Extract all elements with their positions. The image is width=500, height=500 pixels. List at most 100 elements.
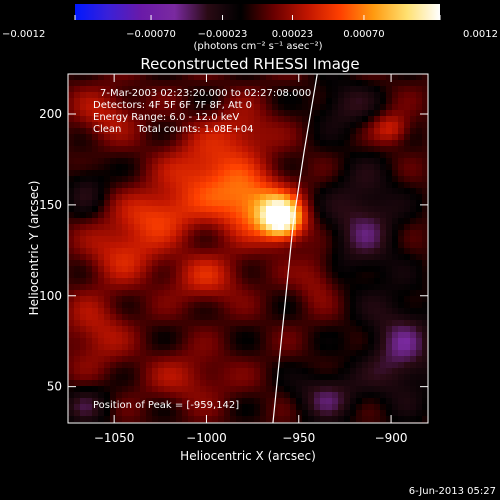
heatmap-cell bbox=[254, 98, 261, 105]
heatmap-cell bbox=[152, 194, 159, 201]
heatmap-cell bbox=[266, 92, 273, 99]
heatmap-cell bbox=[224, 116, 231, 123]
heatmap-cell bbox=[332, 158, 339, 165]
heatmap-cell bbox=[104, 392, 111, 399]
heatmap-cell bbox=[116, 170, 123, 177]
heatmap-cell bbox=[68, 206, 75, 213]
heatmap-cell bbox=[122, 242, 129, 249]
heatmap-cell bbox=[266, 176, 273, 183]
heatmap-cell bbox=[74, 326, 81, 333]
heatmap-cell bbox=[74, 206, 81, 213]
heatmap-cell bbox=[164, 404, 171, 411]
heatmap-cell bbox=[80, 398, 87, 405]
heatmap-cell bbox=[410, 92, 417, 99]
heatmap-cell bbox=[188, 308, 195, 315]
heatmap-cell bbox=[206, 266, 213, 273]
heatmap-cell bbox=[74, 278, 81, 285]
heatmap-cell bbox=[242, 398, 249, 405]
heatmap-cell bbox=[86, 320, 93, 327]
heatmap-cell bbox=[338, 380, 345, 387]
heatmap-cell bbox=[176, 104, 183, 111]
heatmap-cell bbox=[416, 206, 423, 213]
heatmap-cell bbox=[290, 254, 297, 261]
heatmap-cell bbox=[200, 290, 207, 297]
heatmap-cell bbox=[98, 374, 105, 381]
heatmap-cell bbox=[200, 404, 207, 411]
heatmap-cell bbox=[80, 110, 87, 117]
heatmap-cell bbox=[224, 278, 231, 285]
heatmap-cell bbox=[404, 338, 411, 345]
heatmap-cell bbox=[128, 326, 135, 333]
heatmap-cell bbox=[296, 200, 303, 207]
heatmap-cell bbox=[302, 320, 309, 327]
heatmap-cell bbox=[308, 308, 315, 315]
heatmap-cell bbox=[92, 374, 99, 381]
heatmap-cell bbox=[146, 236, 153, 243]
heatmap-cell bbox=[158, 80, 165, 87]
heatmap-cell bbox=[188, 176, 195, 183]
heatmap-cell bbox=[410, 182, 417, 189]
heatmap-cell bbox=[236, 110, 243, 117]
heatmap-cell bbox=[158, 194, 165, 201]
heatmap-cell bbox=[368, 410, 375, 417]
heatmap-cell bbox=[386, 272, 393, 279]
heatmap-cell bbox=[218, 212, 225, 219]
heatmap-cell bbox=[116, 284, 123, 291]
heatmap-cell bbox=[206, 386, 213, 393]
heatmap-cell bbox=[302, 362, 309, 369]
heatmap-cell bbox=[170, 158, 177, 165]
heatmap-cell bbox=[308, 206, 315, 213]
heatmap-cell bbox=[398, 362, 405, 369]
heatmap-cell bbox=[296, 152, 303, 159]
heatmap-cell bbox=[314, 260, 321, 267]
heatmap-cell bbox=[80, 128, 87, 135]
heatmap-cell bbox=[128, 86, 135, 93]
heatmap-cell bbox=[302, 80, 309, 87]
heatmap-cell bbox=[302, 254, 309, 261]
heatmap-cell bbox=[344, 362, 351, 369]
heatmap-cell bbox=[236, 224, 243, 231]
heatmap-cell bbox=[380, 230, 387, 237]
heatmap-cell bbox=[236, 116, 243, 123]
heatmap-cell bbox=[350, 140, 357, 147]
heatmap-cell bbox=[302, 122, 309, 129]
heatmap-cell bbox=[182, 404, 189, 411]
heatmap-cell bbox=[92, 188, 99, 195]
heatmap-cell bbox=[314, 230, 321, 237]
heatmap-cell bbox=[98, 416, 105, 423]
heatmap-cell bbox=[158, 176, 165, 183]
heatmap-cell bbox=[116, 254, 123, 261]
heatmap-cell bbox=[278, 212, 285, 219]
heatmap-cell bbox=[344, 392, 351, 399]
heatmap-cell bbox=[422, 116, 428, 123]
heatmap-cell bbox=[158, 254, 165, 261]
heatmap-cell bbox=[152, 248, 159, 255]
heatmap-cell bbox=[374, 344, 381, 351]
heatmap-cell bbox=[260, 410, 267, 417]
heatmap-cell bbox=[296, 266, 303, 273]
heatmap-cell bbox=[242, 332, 249, 339]
heatmap-cell bbox=[176, 74, 183, 81]
heatmap-cell bbox=[110, 386, 117, 393]
heatmap-cell bbox=[140, 140, 147, 147]
heatmap-cell bbox=[224, 194, 231, 201]
heatmap-cell bbox=[230, 194, 237, 201]
heatmap-cell bbox=[254, 218, 261, 225]
heatmap-cell bbox=[200, 314, 207, 321]
heatmap-cell bbox=[332, 410, 339, 417]
heatmap-cell bbox=[374, 128, 381, 135]
heatmap-cell bbox=[416, 302, 423, 309]
heatmap-cell bbox=[98, 326, 105, 333]
heatmap-cell bbox=[260, 170, 267, 177]
heatmap-cell bbox=[68, 218, 75, 225]
heatmap-cell bbox=[116, 326, 123, 333]
heatmap-cell bbox=[194, 254, 201, 261]
heatmap-cell bbox=[302, 86, 309, 93]
heatmap-cell bbox=[290, 242, 297, 249]
heatmap-cell bbox=[236, 146, 243, 153]
heatmap-cell bbox=[206, 122, 213, 129]
heatmap-cell bbox=[218, 146, 225, 153]
heatmap-cell bbox=[92, 92, 99, 99]
heatmap-cell bbox=[206, 98, 213, 105]
heatmap-cell bbox=[158, 104, 165, 111]
